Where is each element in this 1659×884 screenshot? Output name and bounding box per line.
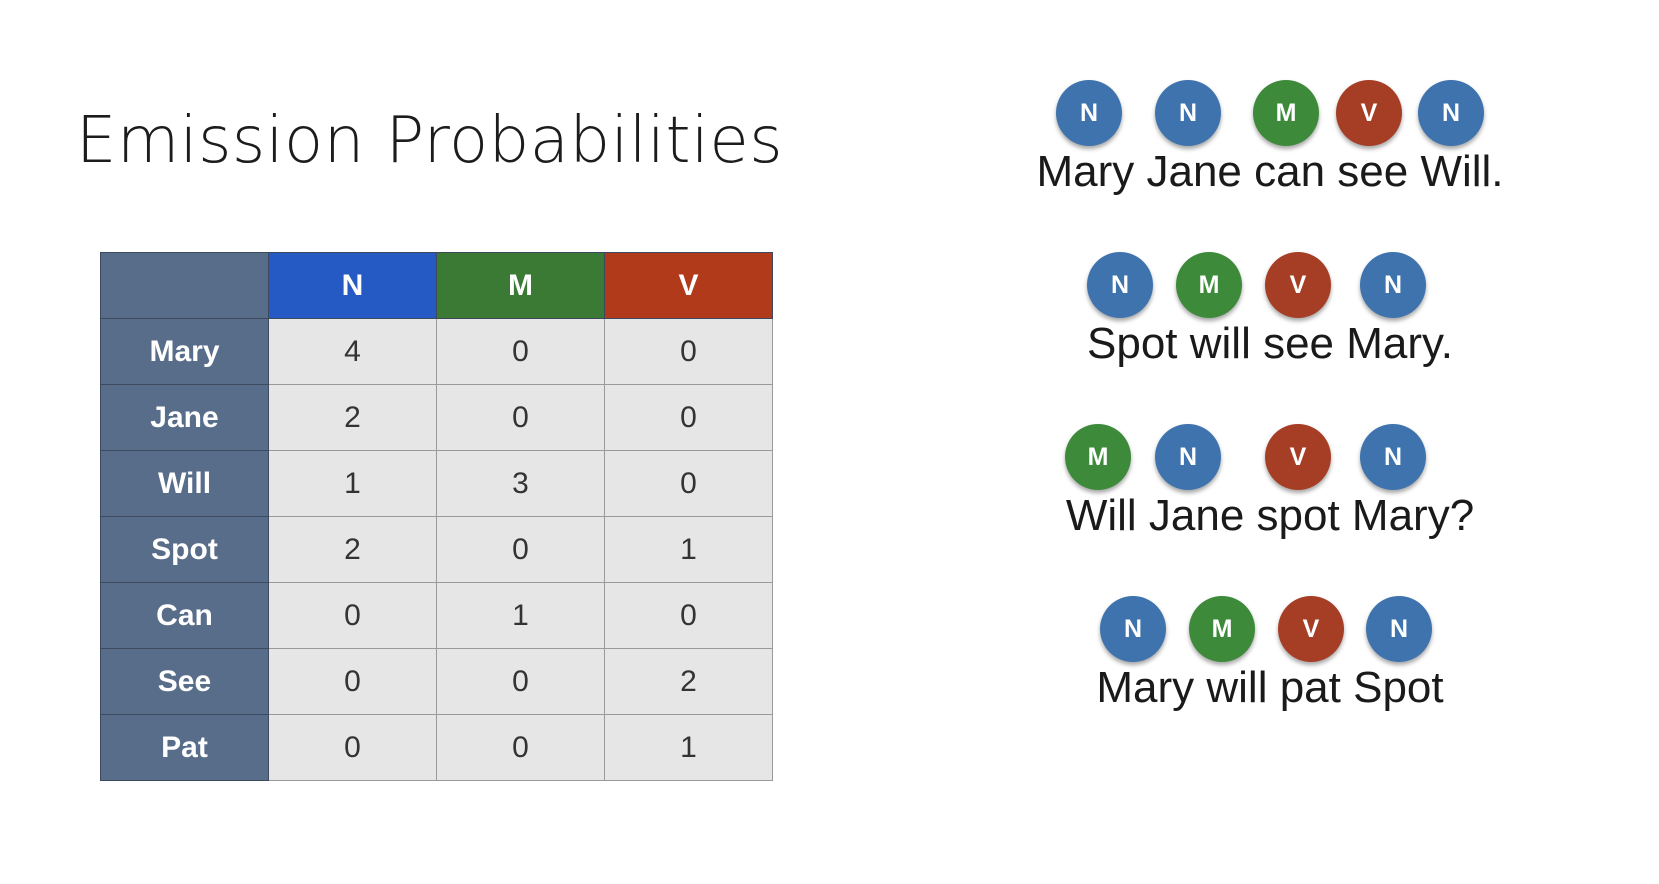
sentence-block: N M V N Mary will pat Spot	[990, 596, 1550, 714]
table-corner-cell	[100, 252, 269, 319]
row-label: Jane	[100, 384, 269, 451]
sentence-block: M N V N Will Jane spot Mary?	[990, 424, 1550, 542]
table-cell: 2	[268, 516, 437, 583]
tag-row: M N V N	[990, 424, 1550, 492]
column-header-v: V	[604, 252, 773, 319]
table-cell: 0	[436, 384, 605, 451]
table-cell: 3	[436, 450, 605, 517]
page-title: Emission Probabilities	[76, 104, 784, 178]
table-row: See 0 0 2	[100, 648, 773, 715]
table-cell: 0	[604, 450, 773, 517]
row-label: Pat	[100, 714, 269, 781]
table-cell: 2	[604, 648, 773, 715]
table-cell: 0	[268, 582, 437, 649]
sentence-text: Mary Jane can see Will.	[1036, 147, 1504, 196]
tag-circle-n: N	[1056, 80, 1122, 146]
table-cell: 0	[268, 714, 437, 781]
tag-circle-v: V	[1336, 80, 1402, 146]
tag-circle-n: N	[1155, 424, 1221, 490]
row-label: Can	[100, 582, 269, 649]
table-cell: 0	[436, 516, 605, 583]
table-cell: 0	[268, 648, 437, 715]
table-cell: 1	[268, 450, 437, 517]
table-cell: 0	[436, 318, 605, 385]
sentence-text: Will Jane spot Mary?	[1065, 491, 1475, 540]
table-cell: 0	[604, 318, 773, 385]
row-label: Spot	[100, 516, 269, 583]
table-cell: 2	[268, 384, 437, 451]
row-label: See	[100, 648, 269, 715]
row-label: Will	[100, 450, 269, 517]
tag-circle-v: V	[1265, 252, 1331, 318]
row-label: Mary	[100, 318, 269, 385]
tag-circle-n: N	[1366, 596, 1432, 662]
emission-table: N M V Mary 4 0 0 Jane 2 0 0 Will 1 3 0 S…	[100, 252, 773, 781]
column-header-n: N	[268, 252, 437, 319]
table-row: Pat 0 0 1	[100, 714, 773, 781]
tag-circle-m: M	[1176, 252, 1242, 318]
sentence-block: N N M V N Mary Jane can see Will.	[990, 80, 1550, 198]
tag-circle-n: N	[1418, 80, 1484, 146]
tag-circle-n: N	[1155, 80, 1221, 146]
table-row: Spot 2 0 1	[100, 516, 773, 583]
tag-row: N N M V N	[990, 80, 1550, 148]
table-cell: 0	[604, 384, 773, 451]
table-cell: 0	[604, 582, 773, 649]
tag-circle-m: M	[1189, 596, 1255, 662]
tag-row: N M V N	[990, 596, 1550, 664]
table-cell: 1	[604, 516, 773, 583]
sentence-block: N M V N Spot will see Mary.	[990, 252, 1550, 370]
tag-circle-n: N	[1360, 252, 1426, 318]
tag-circle-n: N	[1100, 596, 1166, 662]
table-row: Mary 4 0 0	[100, 318, 773, 385]
column-header-m: M	[436, 252, 605, 319]
tag-circle-n: N	[1087, 252, 1153, 318]
tag-circle-m: M	[1065, 424, 1131, 490]
table-row: Jane 2 0 0	[100, 384, 773, 451]
table-row: Can 0 1 0	[100, 582, 773, 649]
table-cell: 1	[604, 714, 773, 781]
table-row: Will 1 3 0	[100, 450, 773, 517]
tag-circle-m: M	[1253, 80, 1319, 146]
table-cell: 0	[436, 714, 605, 781]
table-cell: 0	[436, 648, 605, 715]
table-header-row: N M V	[100, 252, 773, 319]
tag-circle-v: V	[1265, 424, 1331, 490]
table-cell: 4	[268, 318, 437, 385]
tag-circle-v: V	[1278, 596, 1344, 662]
tag-circle-n: N	[1360, 424, 1426, 490]
table-cell: 1	[436, 582, 605, 649]
tag-row: N M V N	[990, 252, 1550, 320]
sentence-text: Mary will pat Spot	[1096, 663, 1444, 712]
sentence-text: Spot will see Mary.	[1087, 319, 1453, 368]
